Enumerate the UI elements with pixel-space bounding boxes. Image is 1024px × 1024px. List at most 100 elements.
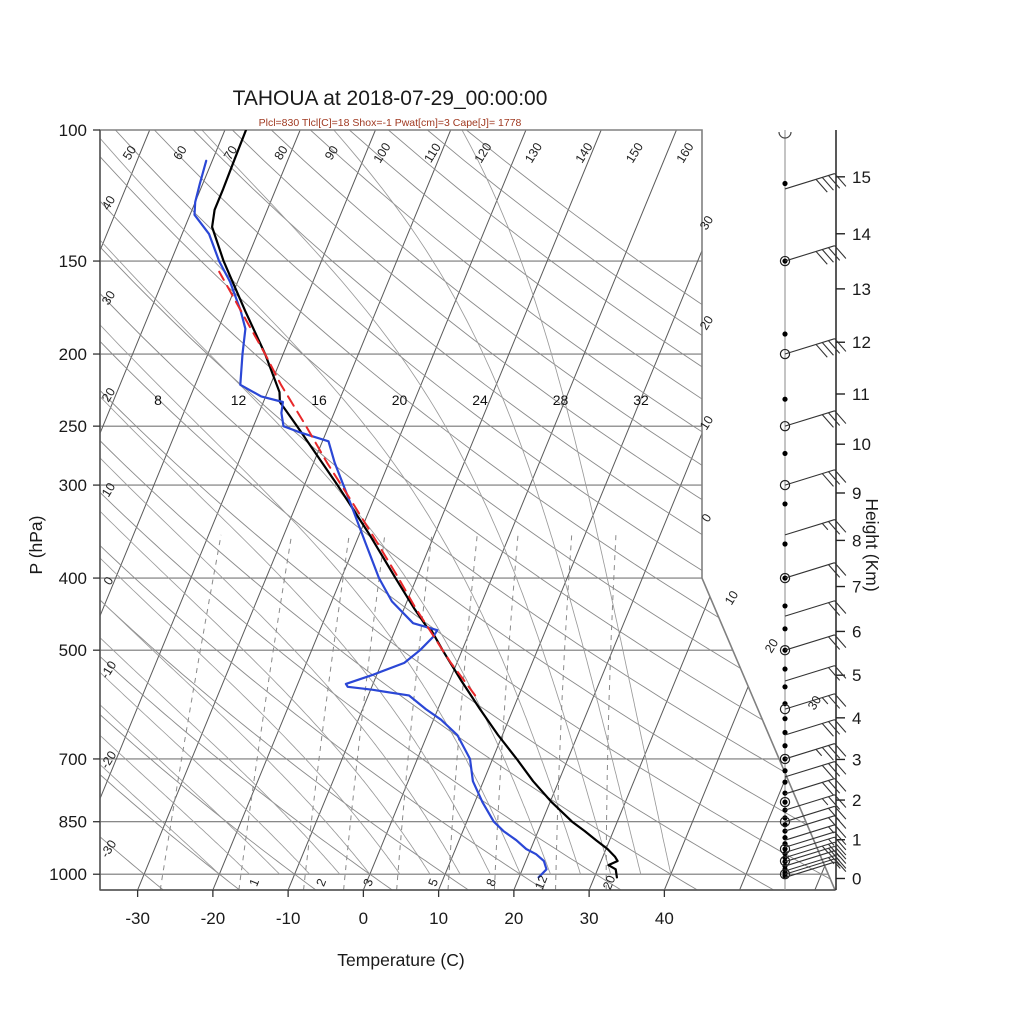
mixing-ratio-lines bbox=[159, 534, 617, 890]
yaxis-tick-label: 850 bbox=[59, 813, 87, 832]
isotherm-label-right: 20 bbox=[762, 636, 781, 655]
wind-level-dot bbox=[782, 790, 788, 796]
mixing-ratio-line bbox=[343, 534, 386, 890]
moist-adiabat-label: 32 bbox=[633, 392, 649, 408]
mixing-ratio-label: 12 bbox=[532, 873, 550, 891]
height-axis-tick-label: 12 bbox=[852, 333, 871, 352]
moist-adiabat-line bbox=[100, 130, 250, 875]
wind-level-circle bbox=[779, 843, 791, 855]
moist-adiabat-line bbox=[100, 130, 581, 875]
moist-adiabat-line bbox=[100, 130, 461, 875]
isotherm-line bbox=[212, 130, 527, 890]
wind-barb bbox=[784, 805, 847, 823]
moist-adiabat-line bbox=[461, 130, 672, 875]
xaxis-tick-label: 20 bbox=[504, 909, 523, 928]
mixing-ratio-line bbox=[447, 534, 478, 890]
wind-barb bbox=[784, 338, 847, 358]
isotherm-line bbox=[100, 130, 376, 890]
xaxis-label: Temperature (C) bbox=[337, 950, 464, 970]
wind-barb bbox=[784, 469, 847, 487]
wind-barb bbox=[784, 519, 847, 536]
wind-level-circle bbox=[779, 796, 791, 808]
moist-adiabat-label: 16 bbox=[311, 392, 327, 408]
wind-barb bbox=[784, 665, 847, 682]
wind-level-circle bbox=[779, 255, 791, 267]
wind-level-circle bbox=[779, 348, 791, 360]
yaxis-tick-label: 300 bbox=[59, 476, 87, 495]
temperature-axis: -30 -20 -10 0 10 20 30 40 bbox=[100, 889, 835, 928]
dry-adiabat-line bbox=[154, 130, 835, 890]
wind-level-dot bbox=[782, 756, 788, 762]
wind-level-dot bbox=[782, 846, 788, 852]
wind-level-dot bbox=[782, 684, 788, 690]
height-axis-tick-label: 6 bbox=[852, 622, 861, 641]
height-axis-tick-label: 5 bbox=[852, 666, 861, 685]
wind-barb bbox=[784, 778, 847, 796]
wind-level-dot bbox=[782, 799, 788, 805]
moist-adiabat-line bbox=[333, 130, 642, 875]
moist-adiabat-line bbox=[100, 130, 371, 875]
dry-adiabat-label: 80 bbox=[271, 143, 290, 162]
wind-barb-column bbox=[778, 130, 847, 890]
mixing-ratio-label: 2 bbox=[313, 877, 329, 889]
dry-adiabat-line bbox=[193, 130, 835, 890]
wind-level-dot bbox=[782, 779, 788, 785]
moist-adiabat-lines bbox=[100, 130, 672, 875]
mixing-ratio-line bbox=[555, 534, 573, 890]
xaxis-tick-label: 0 bbox=[359, 909, 368, 928]
wind-barb bbox=[784, 245, 847, 265]
moist-adiabat-line bbox=[100, 130, 311, 875]
mixing-ratio-label: 5 bbox=[425, 877, 441, 889]
mixing-ratio-line bbox=[238, 534, 293, 890]
height-axis-tick-label: 10 bbox=[852, 435, 871, 454]
dry-adiabat-line bbox=[115, 130, 835, 890]
isotherm-label-right: 20 bbox=[697, 313, 716, 332]
isotherm-line bbox=[287, 130, 602, 890]
dry-adiabat-line bbox=[100, 130, 393, 890]
wind-level-circle bbox=[779, 816, 791, 827]
dry-adiabat-label: 50 bbox=[120, 143, 139, 162]
isotherm-line bbox=[100, 130, 226, 890]
wind-level-dot bbox=[782, 841, 788, 847]
height-axis-tick-label: 3 bbox=[852, 750, 861, 769]
wind-level-dot bbox=[782, 743, 788, 749]
sounding-traces bbox=[193, 130, 619, 879]
wind-level-dot bbox=[782, 666, 788, 672]
page-title: TAHOUA at 2018-07-29_00:00:00 bbox=[233, 87, 548, 110]
wind-level-dot bbox=[782, 716, 788, 722]
wind-barb bbox=[784, 743, 847, 761]
wind-barb bbox=[784, 861, 841, 878]
yaxis-tick-label: 500 bbox=[59, 641, 87, 660]
moist-adiabat-label: 20 bbox=[392, 392, 408, 408]
pressure-axis: 100 150 200 250 300 400 500 700 850 1000 bbox=[49, 121, 101, 890]
xaxis-tick-label: 10 bbox=[429, 909, 448, 928]
wind-barb bbox=[784, 410, 847, 428]
yaxis-tick-label: 200 bbox=[59, 345, 87, 364]
moist-adiabat-line bbox=[100, 130, 431, 875]
moist-adiabat-label: 28 bbox=[553, 392, 569, 408]
height-axis-tick-label: 4 bbox=[852, 709, 861, 728]
height-axis-tick-label: 9 bbox=[852, 484, 861, 503]
wind-level-dot bbox=[782, 501, 788, 507]
dry-adiabat-line bbox=[100, 130, 835, 890]
isotherm-label-right: 10 bbox=[722, 588, 741, 607]
wind-barb bbox=[784, 761, 847, 779]
height-axis-tick-label: 7 bbox=[852, 578, 861, 597]
wind-level-dot bbox=[782, 729, 788, 736]
isotherm-line bbox=[137, 130, 452, 890]
mixing-ratio-label: 8 bbox=[483, 877, 499, 889]
isotherm-label-left: 20 bbox=[99, 385, 118, 404]
wind-barb bbox=[784, 562, 847, 579]
mixing-ratio-line bbox=[396, 534, 433, 890]
yaxis-label: P (hPa) bbox=[26, 515, 46, 574]
xaxis-tick-label: 30 bbox=[580, 909, 599, 928]
sounding-indices-subtitle: Plcl=830 Tlcl[C]=18 Shox=-1 Pwat[cm]=3 C… bbox=[259, 117, 522, 129]
wind-level-circle bbox=[779, 420, 791, 432]
wind-level-dot bbox=[782, 647, 788, 653]
wind-level-dot bbox=[782, 450, 788, 457]
dry-adiabat-line bbox=[100, 130, 240, 890]
mixing-ratio-line bbox=[605, 534, 617, 890]
dry-adiabat-line bbox=[100, 130, 698, 890]
